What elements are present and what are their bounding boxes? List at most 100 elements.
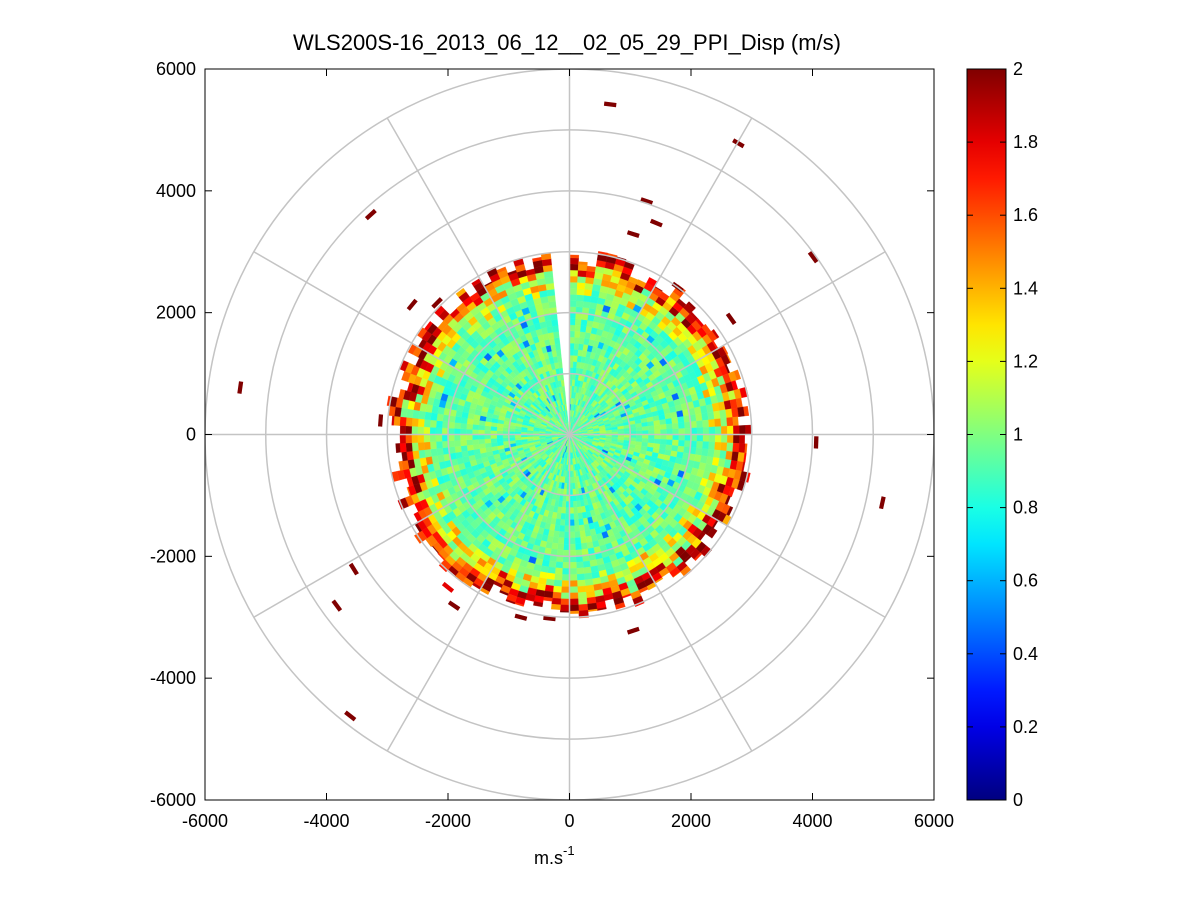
heatmap-cell: [478, 438, 486, 445]
heatmap-cell: [572, 488, 577, 496]
outlier-point: [640, 197, 654, 206]
heatmap-cell: [573, 513, 579, 520]
heatmap-cell: [574, 531, 581, 539]
heatmap-cell: [635, 426, 643, 432]
radial-line: [253, 433, 570, 618]
heatmap-cell: [708, 434, 716, 443]
heatmap-cell: [472, 429, 479, 435]
heatmap-cell: [466, 428, 473, 435]
heatmap-cell: [701, 448, 709, 457]
outlier-point: [378, 414, 384, 427]
heatmap-cell: [569, 269, 579, 277]
outlier-point: [237, 381, 244, 394]
heatmap-cell: [727, 434, 734, 444]
heatmap-cell: [554, 573, 563, 581]
heatmap-cell: [569, 604, 579, 612]
heatmap-cell: [548, 301, 557, 309]
heatmap-cell: [411, 442, 419, 452]
outlier-point: [364, 208, 377, 221]
heatmap-cell: [472, 424, 480, 430]
heatmap-cell: [617, 428, 625, 433]
heatmap-cell: [417, 442, 425, 451]
heatmap-cell: [552, 325, 559, 333]
heatmap-cell: [562, 549, 570, 557]
heatmap-cell: [695, 447, 703, 456]
heatmap-cell: [417, 434, 425, 443]
heatmap-cell: [436, 447, 444, 456]
heatmap-cell: [647, 438, 655, 444]
chart-title: WLS200S-16_2013_06_12__02_05_29_PPI_Disp…: [293, 30, 841, 55]
heatmap-cell: [678, 440, 685, 447]
colorbar-tick-label: 1: [1013, 425, 1023, 445]
heatmap-cell: [560, 598, 570, 606]
outlier-point: [348, 562, 359, 576]
x-tick-label: 4000: [792, 811, 832, 831]
heatmap-cell: [576, 288, 585, 296]
heatmap-cell: [460, 445, 468, 452]
heatmap-cell: [411, 417, 419, 427]
heatmap-cell: [557, 361, 563, 369]
heatmap-cell: [569, 598, 579, 606]
heatmap-cell: [395, 443, 401, 453]
x-tick-label: 6000: [914, 811, 954, 831]
heatmap-cell: [572, 500, 578, 508]
heatmap-cell: [665, 418, 673, 425]
y-tick-label: -2000: [150, 546, 196, 566]
radial-line: [568, 117, 753, 435]
heatmap-cell: [563, 537, 570, 545]
heatmap-cell: [671, 417, 679, 424]
heatmap-cell: [727, 425, 734, 435]
heatmap-cell: [721, 434, 728, 443]
colorbar-tick-label: 1.6: [1013, 205, 1038, 225]
heatmap-cell: [574, 337, 580, 344]
heatmap-cell: [614, 602, 626, 610]
heatmap-cell: [672, 439, 679, 447]
heatmap-cell: [423, 434, 431, 443]
heatmap-cell: [411, 434, 418, 443]
heatmap-cell: [561, 574, 570, 581]
heatmap-cell: [562, 568, 570, 575]
polar-grid: [205, 69, 934, 800]
heatmap-cell: [569, 257, 579, 265]
heatmap-cell: [557, 537, 565, 545]
heatmap-cell: [733, 434, 740, 444]
heatmap-cell: [711, 329, 720, 339]
heatmap-cell: [684, 434, 692, 442]
heatmap-cell: [560, 610, 570, 613]
outlier-point: [813, 436, 819, 449]
heatmap-cell: [569, 574, 578, 581]
heatmap-cell: [455, 287, 467, 298]
y-tick-label: 4000: [156, 181, 196, 201]
heatmap-cell: [578, 261, 588, 266]
heatmap-cell: [653, 438, 661, 445]
heatmap-cell: [733, 369, 741, 381]
heatmap-cell: [569, 263, 579, 271]
heatmap-cell: [496, 437, 504, 443]
heatmap-cell: [580, 536, 587, 544]
heatmap-cell: [577, 585, 587, 593]
heatmap-cell: [496, 441, 504, 447]
heatmap-cell: [399, 434, 406, 444]
heatmap-cell: [459, 428, 467, 435]
x-axis-label-exponent: -1: [563, 843, 575, 858]
heatmap-cell: [429, 427, 437, 435]
heatmap-cell: [580, 325, 587, 333]
heatmap-cell: [569, 288, 578, 295]
radial-line: [569, 433, 886, 618]
x-tick-label: -4000: [303, 811, 349, 831]
heatmap-cell: [435, 434, 443, 442]
heatmap-cell: [577, 276, 587, 284]
heatmap-cell: [576, 579, 586, 587]
heatmap-cell: [713, 410, 721, 420]
heatmap-cell: [417, 426, 425, 435]
heatmap-cell: [569, 282, 578, 289]
radial-line: [569, 251, 886, 436]
heatmap-cell: [569, 306, 577, 313]
heatmap-cell: [569, 610, 580, 614]
heatmap-cell: [672, 434, 679, 441]
outlier-point: [441, 581, 455, 593]
heatmap-cell: [417, 327, 428, 339]
heatmap-cell: [553, 579, 563, 587]
heatmap-cell: [569, 324, 576, 332]
heatmap-cell: [678, 428, 686, 435]
